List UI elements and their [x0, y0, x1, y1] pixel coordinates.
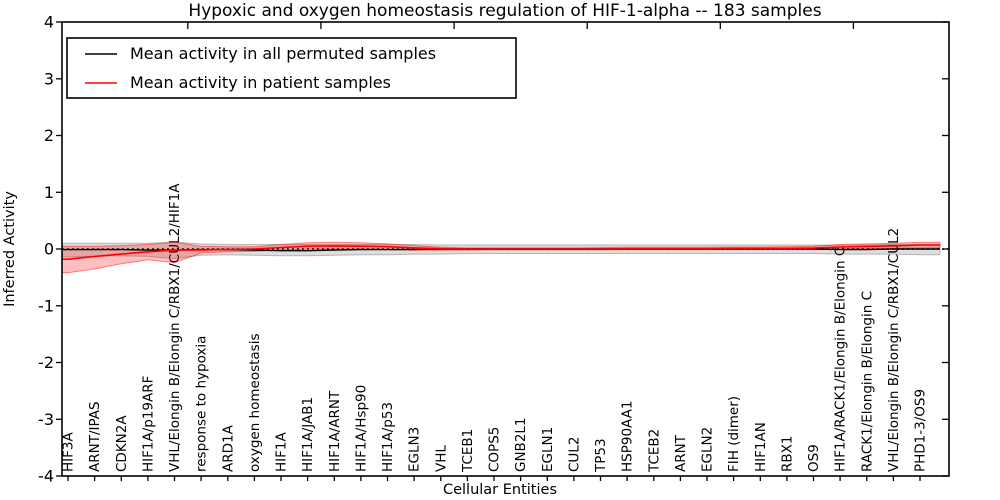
- legend-label-patient: Mean activity in patient samples: [130, 73, 391, 92]
- y-tick-label: 0: [44, 240, 54, 259]
- x-tick-label: CUL2: [566, 437, 582, 472]
- x-tick-label: EGLN1: [540, 427, 556, 472]
- y-axis-label: Inferred Activity: [2, 191, 18, 307]
- x-tick-label: RBX1: [779, 436, 795, 472]
- x-tick-label: HIF3A: [61, 432, 77, 472]
- x-tick-label: HIF1A/RACK1/Elongin B/Elongin C: [833, 247, 849, 472]
- y-tick-label: 3: [44, 69, 54, 88]
- x-tick-label: HIF1A/ARNT: [327, 390, 343, 472]
- axes-frame: [61, 21, 950, 477]
- x-tick-label: oxygen homeostasis: [247, 334, 263, 473]
- patient-mean-line: [62, 244, 940, 261]
- x-tick-label: OS9: [806, 444, 822, 472]
- plot-area: HIF3A ARNT/IPAS CDKN2A HIF1A/p19ARF VHL/Elon…: [38, 13, 950, 486]
- x-tick-label: ARNT/IPAS: [87, 401, 103, 472]
- x-tick-label: HIF1AN: [753, 422, 769, 472]
- legend: Mean activity in all permuted samples Me…: [66, 37, 517, 99]
- y-tick-labels: -4 -3 -2 -1 0 1 2 3 4: [38, 13, 54, 486]
- x-tick-label: VHL/Elongin B/Elongin C/RBX1/CUL2/HIF1A: [167, 183, 183, 472]
- chart-title: Hypoxic and oxygen homeostasis regulatio…: [188, 1, 821, 21]
- x-tick-label: COPS5: [487, 427, 503, 472]
- x-tick-label: TCEB1: [460, 429, 476, 473]
- y-tick-label: -4: [38, 467, 54, 486]
- x-tick-label: CDKN2A: [114, 415, 130, 472]
- x-tick-label: PHD1-3/OS9: [913, 389, 929, 472]
- legend-label-permuted: Mean activity in all permuted samples: [130, 44, 436, 63]
- x-tick-label: VHL/Elongin B/Elongin C/RBX1/CUL2: [886, 228, 902, 472]
- x-tick-label: EGLN2: [700, 427, 716, 472]
- patient-band: [61, 241, 941, 274]
- y-tick-label: 4: [44, 13, 54, 32]
- x-tick-label: RACK1/Elongin B/Elongin C: [859, 291, 875, 472]
- x-tick-label: HSP90AA1: [620, 401, 636, 472]
- y-tick-label: -3: [38, 410, 54, 429]
- x-tick-label: TCEB2: [646, 429, 662, 473]
- x-tick-label: HIF1A/Hsp90: [353, 385, 369, 472]
- y-tick-label: -2: [38, 353, 54, 372]
- x-tick-label: EGLN3: [407, 427, 423, 472]
- x-tick-label: HIF1A/p19ARF: [140, 376, 156, 472]
- y-tick-label: -1: [38, 296, 54, 315]
- x-tick-label: ARD1A: [220, 424, 236, 472]
- x-tick-label: response to hypoxia: [194, 336, 210, 472]
- x-axis-label: Cellular Entities: [443, 482, 557, 498]
- axis-ticks: [56, 21, 949, 481]
- x-tick-label: GNB2L1: [513, 417, 529, 472]
- y-tick-label: 1: [44, 183, 54, 202]
- y-tick-label: 2: [44, 126, 54, 145]
- x-tick-label: TP53: [593, 438, 609, 473]
- x-tick-labels: HIF3A ARNT/IPAS CDKN2A HIF1A/p19ARF VHL/Elon…: [61, 183, 929, 473]
- x-tick-label: HIF1A/JAB1: [300, 397, 316, 472]
- x-tick-label: FIH (dimer): [726, 396, 742, 472]
- permuted-band: [61, 241, 941, 260]
- x-tick-label: HIF1A: [274, 432, 290, 472]
- legend-box: [66, 37, 517, 99]
- x-tick-label: VHL: [433, 445, 449, 472]
- x-tick-label: ARNT: [673, 434, 689, 472]
- x-tick-label: HIF1A/p53: [380, 402, 396, 472]
